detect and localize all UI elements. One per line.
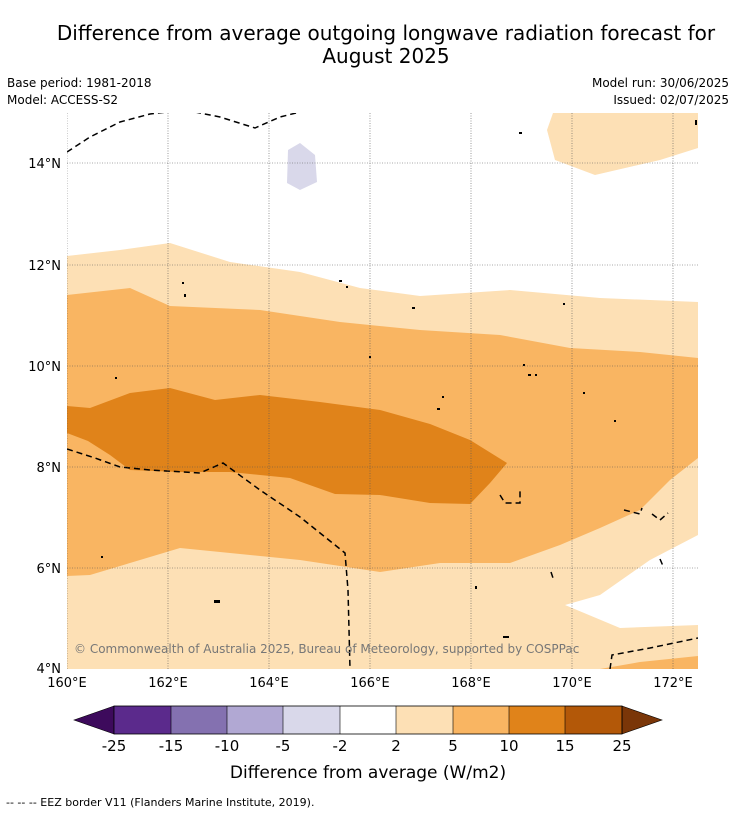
colorbar-tick-label: 2 [391,737,401,755]
colorbar-tick-label: -10 [215,737,240,755]
colorbar-swatch-4 [283,706,340,734]
colorbar-tick-label: -2 [333,737,348,755]
copyright-notice: © Commonwealth of Australia 2025, Bureau… [74,642,579,656]
colorbar-dividers [170,706,566,734]
eez-footnote: -- -- -- EEZ border V11 (Flanders Marine… [6,796,315,809]
colorbar-swatch-9 [565,706,622,734]
lon-tick-170e: 170°E [552,676,592,691]
colorbar-swatch-3 [227,706,283,734]
model-run: Model run: 30/06/2025 [591,76,729,90]
map-title: Difference from average outgoing longwav… [0,22,736,68]
lat-tick-4n: 4°N [37,662,62,677]
lat-tick-14n: 14°N [28,157,61,172]
map-title-line-2: August 2025 [322,44,450,68]
lat-tick-10n: 10°N [28,360,61,375]
colorbar-tick-label: -15 [159,737,184,755]
lon-tick-168e: 168°E [451,676,491,691]
colorbar-tick-label: 25 [612,737,631,755]
colorbar: -25 -15 -10 -5 -2 2 5 10 15 25 Differenc… [73,705,663,783]
lat-tick-labels: 14°N 12°N 10°N 8°N 6°N 4°N [28,157,61,677]
colorbar-swatch-7 [453,706,509,734]
colorbar-outline [113,705,623,735]
lon-tick-160e: 160°E [47,676,87,691]
colorbar-swatch-2 [171,706,227,734]
map-title-line-1: Difference from average outgoing longwav… [56,21,716,45]
colorbar-swatch-6 [396,706,453,734]
colorbar-tick-label: -5 [276,737,291,755]
base-period: Base period: 1981-2018 [7,76,152,90]
issued-date: Issued: 02/07/2025 [613,93,729,107]
meta-right: Model run: 30/06/2025 Issued: 02/07/2025 [592,75,729,109]
eez-borders [67,113,698,669]
lat-tick-6n: 6°N [37,562,62,577]
colorbar-min-arrow [73,705,115,735]
model-name: Model: ACCESS-S2 [7,93,119,107]
lon-tick-172e: 172°E [653,676,693,691]
colorbar-tick-label: 15 [555,737,574,755]
contour-2-5-north [547,113,698,175]
colorbar-swatch-5 [340,706,396,734]
lon-tick-labels: 160°E 162°E 164°E 166°E 168°E 170°E 172°… [47,676,693,691]
map-gridlines [67,113,698,669]
colorbar-max-arrow [621,705,663,735]
lat-tick-12n: 12°N [28,259,61,274]
meta-left: Base period: 1981-2018 Model: ACCESS-S2 [7,75,152,109]
colorbar-swatch-8 [509,706,565,734]
map-panel: © Commonwealth of Australia 2025, Bureau… [67,113,698,669]
lat-tick-8n: 8°N [37,461,62,476]
contour-negative-2-5 [287,143,317,190]
lon-tick-164e: 164°E [249,676,289,691]
lon-tick-166e: 166°E [350,676,390,691]
lon-tick-162e: 162°E [148,676,188,691]
contour-10-15 [67,388,507,504]
colorbar-tick-label: 10 [499,737,518,755]
colorbar-swatch-1 [114,706,171,734]
island-marks [101,120,697,638]
contour-5-10-south [600,656,698,669]
colorbar-tick-label: 5 [448,737,458,755]
colorbar-tick-labels: -25 -15 -10 -5 -2 2 5 10 15 25 [102,737,632,755]
colorbar-tick-label: -25 [102,737,127,755]
colorbar-label: Difference from average (W/m2) [230,763,506,783]
